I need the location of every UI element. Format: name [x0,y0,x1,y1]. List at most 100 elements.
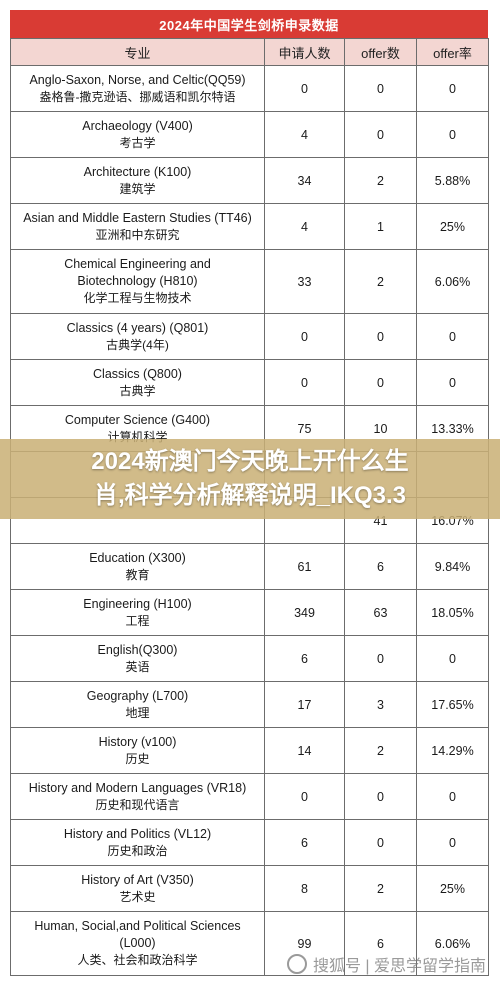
cell-major: Education (X300) 教育 [10,543,265,590]
major-chinese-name: 历史 [125,751,150,766]
cell-offers: 3 [344,681,417,728]
cell-offers: 2 [344,727,417,774]
cell-offer-rate: 0 [416,819,489,866]
major-english-name: Engineering (H100) [83,596,192,611]
major-chinese-name: 考古学 [119,135,156,150]
watermark: 搜狐号 | 爱思学留学指南 [286,952,486,976]
cell-offers: 2 [344,157,417,204]
table-row: Archaeology (V400) 考古学 4 0 0 [10,111,489,158]
cell-major: Classics (4 years) (Q801) 古典学(4年) [10,313,265,360]
cell-major: History (v100) 历史 [10,727,265,774]
cell-offer-rate: 18.05% [416,589,489,636]
cell-offers: 6 [344,911,417,976]
table-row: English(Q300) 英语 6 0 0 [10,635,489,682]
table-row: Geography (L700) 地理 17 3 17.65% [10,681,489,728]
table-row: Anglo-Saxon, Norse, and Celtic(QQ59) 盎格鲁-… [10,65,489,112]
major-english-name: Computer Science (G400) [64,412,211,427]
major-english-name: Geography (L700) [86,688,189,703]
cell-applications: 8 [264,865,345,912]
cell-offers: 2 [344,249,417,314]
major-chinese-name: 历史和政治 [107,843,168,858]
table-title: 2024年中国学生剑桥申录数据 [10,10,488,38]
cell-offer-rate: 6.06% [416,911,489,976]
headline-line-1: 2024新澳门今天晚上开什么生 [91,448,409,475]
cell-applications: 4 [264,111,345,158]
cell-offer-rate: 0 [416,65,489,112]
table-row: Education (X300) 教育 61 6 9.84% [10,543,489,590]
major-english-name: Chemical Engineering and Biotechnology (… [64,257,211,288]
cell-major: English(Q300) 英语 [10,635,265,682]
major-chinese-name: 建筑学 [119,181,156,196]
major-chinese-name: 古典学 [119,383,156,398]
table-row: Architecture (K100) 建筑学 34 2 5.88% [10,157,489,204]
major-english-name: Classics (Q800) [93,366,182,381]
cell-major: History and Modern Languages (VR18) 历史和现代… [10,773,265,820]
cell-offers: 0 [344,111,417,158]
cell-applications: 6 [264,635,345,682]
major-english-name: History (v100) [98,734,177,749]
major-english-name: English(Q300) [97,642,178,657]
table-row: History of Art (V350) 艺术史 8 2 25% [10,865,489,912]
table-row: Human, Social,and Political Sciences (L0… [10,911,489,976]
major-chinese-name: 地理 [125,705,150,720]
table-row: Asian and Middle Eastern Studies (TT46) 亚… [10,203,489,250]
cell-offer-rate: 0 [416,635,489,682]
cell-applications: 349 [264,589,345,636]
cell-applications: 34 [264,157,345,204]
cell-major: Geography (L700) 地理 [10,681,265,728]
cell-major: History of Art (V350) 艺术史 [10,865,265,912]
cell-applications: 0 [264,313,345,360]
major-english-name: History and Modern Languages (VR18) [28,780,247,795]
major-chinese-name: 工程 [125,613,150,628]
cell-offer-rate: 6.06% [416,249,489,314]
cell-applications: 17 [264,681,345,728]
major-chinese-name: 英语 [125,659,150,674]
cell-offers: 2 [344,865,417,912]
major-english-name: Anglo-Saxon, Norse, and Celtic(QQ59) [29,72,246,87]
cell-offers: 0 [344,313,417,360]
major-chinese-name: 亚洲和中东研究 [95,227,180,242]
cell-offers: 6 [344,543,417,590]
cell-major: Asian and Middle Eastern Studies (TT46) 亚… [10,203,265,250]
cell-applications: 14 [264,727,345,774]
major-english-name: Archaeology (V400) [82,118,193,133]
cell-offer-rate: 9.84% [416,543,489,590]
table-row: History and Politics (VL12) 历史和政治 6 0 0 [10,819,489,866]
cell-offers: 1 [344,203,417,250]
table-row: History and Modern Languages (VR18) 历史和现代… [10,773,489,820]
table-row: Classics (4 years) (Q801) 古典学(4年) 0 0 0 [10,313,489,360]
cell-major: Archaeology (V400) 考古学 [10,111,265,158]
cell-applications: 0 [264,65,345,112]
sohu-logo-icon [286,954,307,974]
cell-applications: 0 [264,773,345,820]
cell-offers: 0 [344,773,417,820]
table-header-row: 专业 申请人数 offer数 offer率 [10,38,489,66]
cell-offer-rate: 14.29% [416,727,489,774]
table-row: Chemical Engineering and Biotechnology (… [10,249,489,314]
table-row: History (v100) 历史 14 2 14.29% [10,727,489,774]
major-english-name: Human, Social,and Political Sciences (L0… [34,919,241,950]
cell-offer-rate: 5.88% [416,157,489,204]
header-applications: 申请人数 [264,38,345,66]
watermark-text: 搜狐号 | 爱思学留学指南 [312,958,486,975]
major-english-name: History and Politics (VL12) [63,826,212,841]
cell-major: Classics (Q800) 古典学 [10,359,265,406]
cell-major: Engineering (H100) 工程 [10,589,265,636]
cell-offers: 0 [344,65,417,112]
major-english-name: Education (X300) [89,550,186,565]
cell-offers: 0 [344,359,417,406]
major-english-name: Classics (4 years) (Q801) [66,320,209,335]
cell-offer-rate: 0 [416,313,489,360]
header-offer-rate: offer率 [416,38,489,66]
header-offers: offer数 [344,38,417,66]
cell-offer-rate: 17.65% [416,681,489,728]
major-chinese-name: 盎格鲁-撒克逊语、挪威语和凯尔特语 [39,89,236,104]
cell-offer-rate: 0 [416,359,489,406]
cell-offer-rate: 0 [416,111,489,158]
cell-major: Architecture (K100) 建筑学 [10,157,265,204]
major-chinese-name: 艺术史 [119,889,156,904]
header-major: 专业 [10,38,265,66]
major-chinese-name: 教育 [125,567,150,582]
cell-offer-rate: 0 [416,773,489,820]
major-english-name: Asian and Middle Eastern Studies (TT46) [23,210,252,225]
